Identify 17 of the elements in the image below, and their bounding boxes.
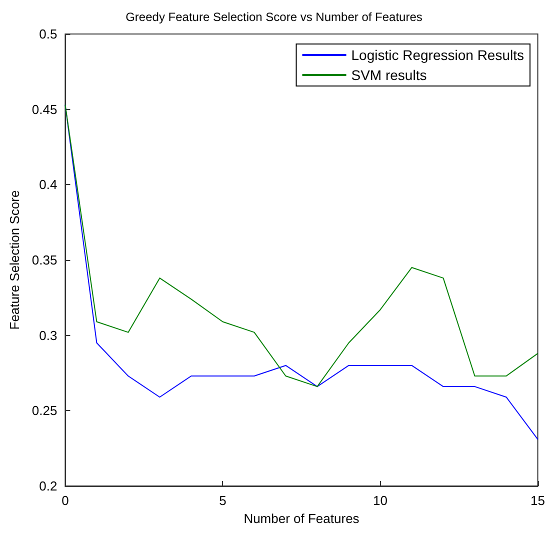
x-tick-label: 0 [62,493,69,508]
y-axis-title: Feature Selection Score [7,190,22,330]
y-tick-label: 0.4 [39,177,58,192]
legend-label: Logistic Regression Results [351,47,524,63]
x-tick-label: 15 [530,493,546,508]
y-tick-label: 0.25 [32,403,58,418]
y-tick-label: 0.45 [32,102,58,117]
y-tick-label: 0.2 [39,478,58,494]
legend-label: SVM results [351,67,427,83]
line-series [64,104,538,388]
y-tick-label: 0.5 [39,26,58,42]
x-tick-label: 10 [373,493,388,508]
chart-title: Greedy Feature Selection Score vs Number of Features [126,10,422,24]
y-tick-label: 0.35 [32,252,58,268]
y-tick-label: 0.3 [39,328,58,343]
x-axis-title: Number of Features [244,511,360,526]
x-tick-label: 5 [219,493,226,508]
